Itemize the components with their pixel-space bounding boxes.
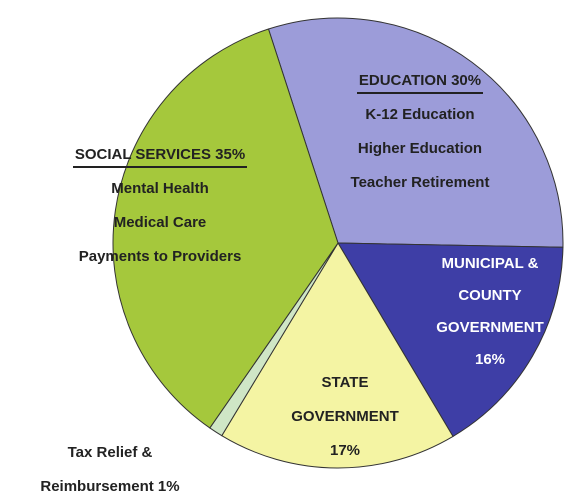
pie-slice xyxy=(337,242,564,438)
value-label: 30% xyxy=(451,72,482,89)
label-header: EDUCATION 30% xyxy=(356,70,484,94)
category-label: MUNICIPAL & COUNTY GOVERNMENT xyxy=(436,255,544,336)
value-label: 16% xyxy=(474,351,506,368)
category-label: SOCIAL SERVICES xyxy=(74,146,211,163)
value-label: 35% xyxy=(215,146,246,163)
pie-slice xyxy=(112,28,339,429)
detail-item: Teacher Retirement xyxy=(350,174,490,191)
slice-label: MUNICIPAL & COUNTY GOVERNMENT 16% xyxy=(435,248,545,376)
slice-label: STATE GOVERNMENT 17% xyxy=(285,366,405,468)
category-label: Tax Relief & Reimbursement xyxy=(40,444,154,495)
detail-item: Higher Education xyxy=(357,140,483,157)
slice-label: Tax Relief & Reimbursement 1% xyxy=(15,436,205,495)
detail-item: Mental Health xyxy=(111,180,209,197)
label-header: SOCIAL SERVICES 35% xyxy=(72,144,248,168)
detail-item: K-12 Education xyxy=(365,106,475,123)
pie-slice xyxy=(267,17,564,248)
value-label: 17% xyxy=(329,442,361,459)
slice-label: SOCIAL SERVICES 35% Mental Health Medical … xyxy=(25,138,295,274)
category-label: EDUCATION xyxy=(358,72,447,89)
category-label: STATE GOVERNMENT xyxy=(291,374,399,425)
pie-slice xyxy=(221,242,454,469)
detail-item: Medical Care xyxy=(113,214,207,231)
detail-item: Payments to Providers xyxy=(78,248,242,265)
slice-label: EDUCATION 30% K-12 Education Higher Educat… xyxy=(305,64,535,200)
value-label: 1% xyxy=(157,478,180,495)
